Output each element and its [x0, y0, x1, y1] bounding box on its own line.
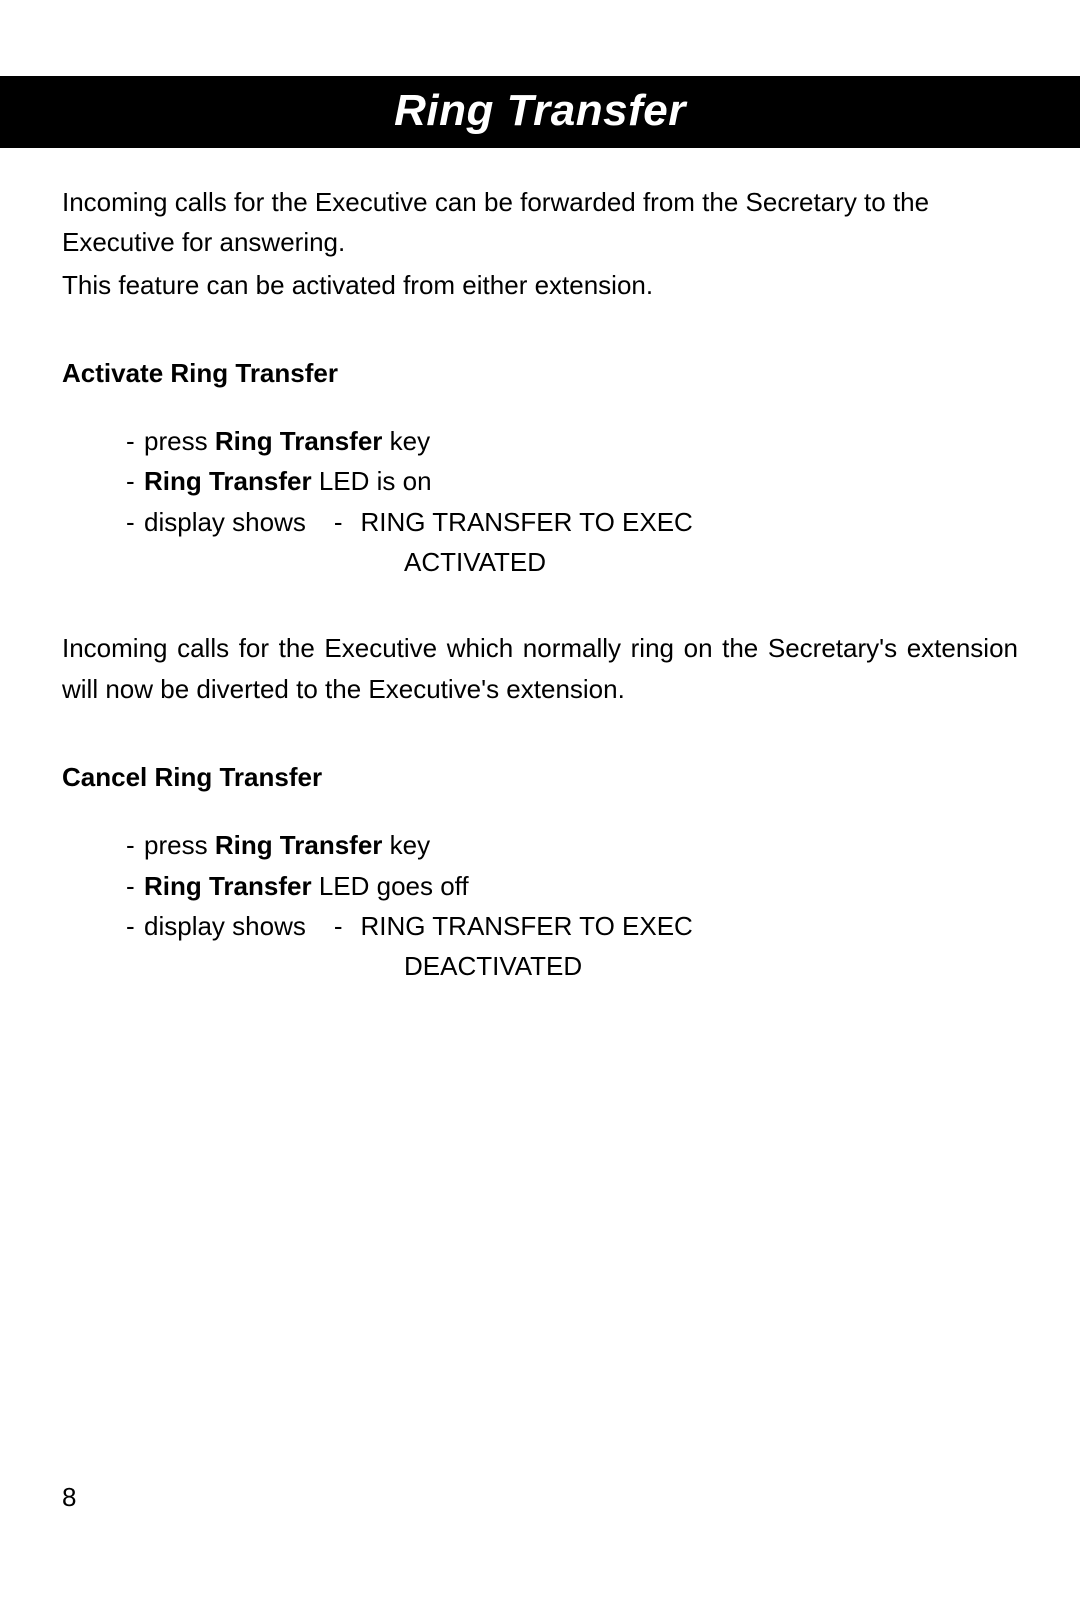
display-line-2: DEACTIVATED	[126, 946, 1018, 986]
mid-paragraph: Incoming calls for the Executive which n…	[62, 628, 1018, 709]
text-pre: press	[144, 830, 215, 860]
cancel-step-2: - Ring Transfer LED goes off	[126, 866, 1018, 906]
text-post: key	[382, 426, 430, 456]
bullet-icon: -	[126, 906, 144, 946]
activate-steps: - press Ring Transfer key - Ring Transfe…	[62, 421, 1018, 502]
display-row: - display shows - RING TRANSFER TO EXEC	[126, 502, 1018, 542]
display-label: display shows	[144, 906, 306, 946]
cancel-step-1: - press Ring Transfer key	[126, 825, 1018, 865]
cancel-display: - display shows - RING TRANSFER TO EXEC …	[62, 906, 1018, 987]
display-sep: -	[306, 502, 361, 542]
display-row: - display shows - RING TRANSFER TO EXEC	[126, 906, 1018, 946]
text-pre: press	[144, 426, 215, 456]
cancel-steps: - press Ring Transfer key - Ring Transfe…	[62, 825, 1018, 906]
intro-line-1: Incoming calls for the Executive can be …	[62, 182, 1018, 263]
page-number: 8	[62, 1482, 76, 1513]
bullet-icon: -	[126, 502, 144, 542]
text-bold: Ring Transfer	[144, 871, 312, 901]
display-line-1: RING TRANSFER TO EXEC	[361, 906, 693, 946]
activate-heading: Activate Ring Transfer	[62, 353, 1018, 393]
intro-line-2: This feature can be activated from eithe…	[62, 265, 1018, 305]
intro-block: Incoming calls for the Executive can be …	[62, 182, 1018, 305]
bullet-icon: -	[126, 866, 144, 906]
text-bold: Ring Transfer	[215, 830, 383, 860]
step-text: press Ring Transfer key	[144, 421, 430, 461]
bullet-icon: -	[126, 421, 144, 461]
text-post: LED is on	[312, 466, 432, 496]
display-label: display shows	[144, 502, 306, 542]
activate-step-1: - press Ring Transfer key	[126, 421, 1018, 461]
display-line-2: ACTIVATED	[126, 542, 1018, 582]
text-post: LED goes off	[312, 871, 469, 901]
page-title-bar: Ring Transfer	[0, 76, 1080, 148]
text-bold: Ring Transfer	[215, 426, 383, 456]
text-post: key	[382, 830, 430, 860]
page: Ring Transfer Incoming calls for the Exe…	[0, 76, 1080, 1609]
page-content: Incoming calls for the Executive can be …	[0, 148, 1080, 986]
step-text: press Ring Transfer key	[144, 825, 430, 865]
bullet-icon: -	[126, 825, 144, 865]
page-title: Ring Transfer	[394, 86, 686, 135]
text-bold: Ring Transfer	[144, 466, 312, 496]
bullet-icon: -	[126, 461, 144, 501]
step-text: Ring Transfer LED is on	[144, 461, 432, 501]
display-sep: -	[306, 906, 361, 946]
activate-step-2: - Ring Transfer LED is on	[126, 461, 1018, 501]
cancel-heading: Cancel Ring Transfer	[62, 757, 1018, 797]
step-text: Ring Transfer LED goes off	[144, 866, 469, 906]
activate-display: - display shows - RING TRANSFER TO EXEC …	[62, 502, 1018, 583]
display-line-1: RING TRANSFER TO EXEC	[361, 502, 693, 542]
